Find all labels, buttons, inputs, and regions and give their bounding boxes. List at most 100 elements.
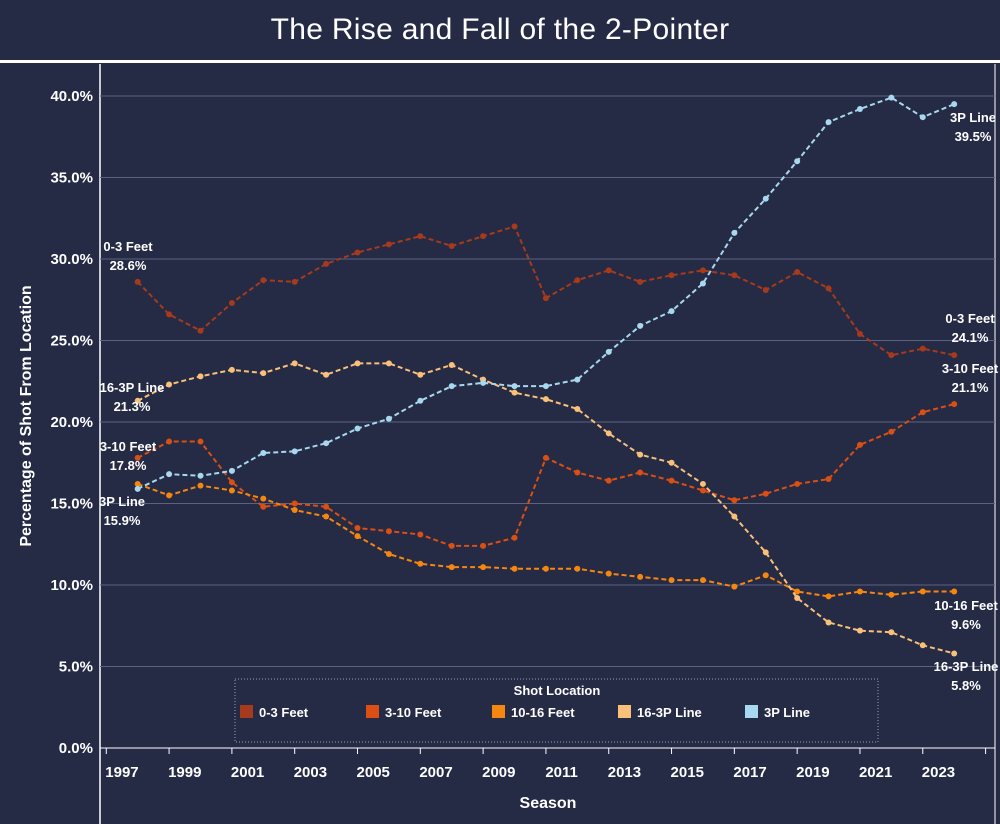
data-point	[888, 591, 895, 598]
data-point	[228, 487, 235, 494]
legend-swatch	[240, 705, 253, 718]
data-point	[951, 101, 958, 108]
end-label-value: 24.1%	[952, 330, 989, 345]
x-tick-label: 1999	[168, 764, 201, 781]
data-point	[291, 360, 298, 367]
data-point	[794, 595, 801, 602]
data-point	[605, 267, 612, 274]
x-tick-label: 2019	[796, 764, 829, 781]
data-point	[605, 570, 612, 577]
data-point	[951, 401, 958, 408]
data-point	[794, 269, 801, 276]
data-point	[354, 249, 361, 256]
data-point	[762, 572, 769, 579]
data-point	[699, 280, 706, 287]
data-point	[354, 524, 361, 531]
data-point	[762, 286, 769, 293]
data-point	[511, 534, 518, 541]
data-point	[574, 469, 581, 476]
data-point	[354, 425, 361, 432]
data-point	[385, 241, 392, 248]
data-point	[951, 650, 958, 657]
data-point	[260, 370, 267, 377]
data-point	[197, 438, 204, 445]
data-point	[825, 593, 832, 600]
x-tick-label: 2017	[733, 764, 766, 781]
data-point	[228, 366, 235, 373]
data-point	[260, 277, 267, 284]
data-point	[794, 158, 801, 165]
data-point	[417, 560, 424, 567]
legend-label: 3P Line	[764, 705, 810, 720]
data-point	[731, 513, 738, 520]
data-point	[417, 371, 424, 378]
series-line	[137, 362, 955, 655]
end-label-name: 10-16 Feet	[934, 598, 998, 613]
data-point	[134, 480, 141, 487]
data-point	[354, 533, 361, 540]
legend-swatch	[366, 705, 379, 718]
data-point	[166, 492, 173, 499]
x-tick-label: 2013	[608, 764, 641, 781]
data-point	[762, 195, 769, 202]
data-point	[511, 223, 518, 230]
data-point	[542, 565, 549, 572]
data-point	[699, 577, 706, 584]
data-point	[542, 383, 549, 390]
y-tick-label: 10.0%	[50, 577, 93, 594]
legend-swatch	[745, 705, 758, 718]
data-point	[448, 361, 455, 368]
data-point	[919, 642, 926, 649]
data-point	[511, 389, 518, 396]
data-point	[699, 487, 706, 494]
data-point	[480, 542, 487, 549]
data-point	[385, 551, 392, 558]
x-tick-label: 2003	[294, 764, 327, 781]
data-point	[762, 549, 769, 556]
data-point	[856, 106, 863, 113]
data-point	[260, 495, 267, 502]
data-point	[480, 233, 487, 240]
x-tick-label: 2001	[231, 764, 264, 781]
data-point	[668, 477, 675, 484]
x-tick-label: 2009	[482, 764, 515, 781]
data-point	[134, 278, 141, 285]
data-point	[385, 528, 392, 535]
y-tick-label: 0.0%	[59, 740, 93, 757]
data-point	[448, 383, 455, 390]
data-point	[856, 627, 863, 634]
data-point	[323, 260, 330, 267]
data-point	[919, 345, 926, 352]
x-tick-label: 2021	[859, 764, 892, 781]
data-point	[668, 577, 675, 584]
data-point	[888, 428, 895, 435]
legend-box	[234, 678, 879, 743]
chart-title: The Rise and Fall of the 2-Pointer	[270, 13, 730, 46]
data-point	[574, 565, 581, 572]
data-point	[197, 472, 204, 479]
y-tick-label: 25.0%	[50, 333, 93, 350]
data-point	[448, 564, 455, 571]
y-tick-label: 5.0%	[59, 659, 93, 676]
x-axis-title: Season	[520, 795, 577, 812]
data-point	[228, 479, 235, 486]
data-point	[228, 467, 235, 474]
data-point	[417, 233, 424, 240]
data-point	[260, 503, 267, 510]
start-label-name: 16-3P Line	[100, 380, 165, 395]
data-point	[323, 371, 330, 378]
data-point	[951, 352, 958, 359]
data-point	[542, 396, 549, 403]
legend-label: 16-3P Line	[637, 705, 702, 720]
start-label-value: 28.6%	[110, 258, 147, 273]
data-point	[825, 119, 832, 126]
data-point	[385, 360, 392, 367]
end-label-name: 16-3P Line	[934, 659, 999, 674]
end-label-value: 5.8%	[951, 678, 981, 693]
data-point	[511, 383, 518, 390]
legend-label: 10-16 Feet	[511, 705, 575, 720]
data-point	[134, 485, 141, 492]
data-point	[605, 430, 612, 437]
data-point	[731, 583, 738, 590]
